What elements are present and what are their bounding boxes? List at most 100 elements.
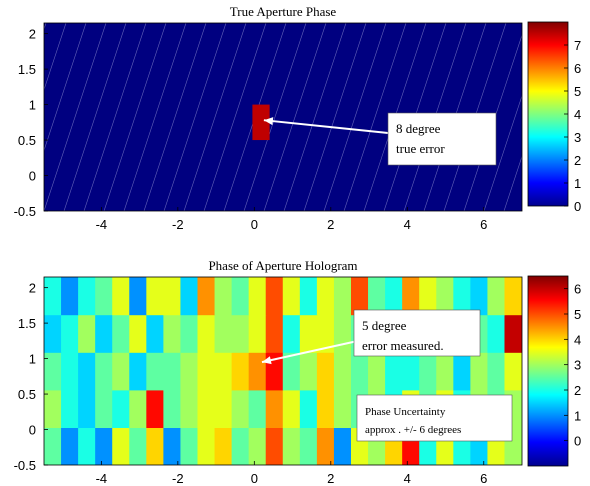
heatmap-cell [146,277,164,316]
y-tick-label: -0.5 [14,458,36,473]
x-tick-label: -2 [172,217,184,232]
heatmap-cell [265,427,284,465]
heatmap-cell [61,314,79,353]
colorbar-tick-label: 2 [574,383,581,398]
heatmap-cell [44,352,62,391]
colorbar-tick-label: 3 [574,130,581,145]
heatmap-cell [163,352,182,391]
hatch-line [163,23,227,211]
heatmap-cell [214,352,233,391]
colorbar-tick-label: 1 [574,408,581,423]
y-tick-label: 0 [29,169,36,184]
heatmap-cell [453,277,471,316]
heatmap-cell [78,352,96,391]
hatch-line [303,23,367,211]
heatmap-cell [61,352,79,391]
heatmap-cell [504,352,522,391]
x-tick-label: 6 [480,471,487,486]
hatch-line [0,23,26,211]
y-tick-label: 1.5 [18,316,36,331]
heatmap-cell [146,389,164,428]
heatmap-cell [112,277,130,316]
y-tick-label: -0.5 [14,204,36,219]
heatmap-cell [316,277,335,316]
heatmap-cell [197,427,216,465]
heatmap-cell [163,389,182,428]
hatch-line [263,23,327,211]
heatmap-cell [129,352,147,391]
heatmap-cell [487,314,506,353]
chart2-colorbar: 0 1 2 3 4 5 6 [527,275,581,467]
note1-text: true error [396,141,445,156]
heatmap-cell [163,314,182,353]
heatmap-cell [248,427,267,465]
heatmap-cell [316,427,335,465]
y-tick-label: 1.5 [18,62,36,77]
heatmap-cell [61,389,79,428]
colorbar-tick-label: 0 [574,199,581,214]
heatmap-cell [265,314,284,353]
heatmap-cell [44,277,62,316]
heatmap-cell [112,427,130,465]
colorbar-tick-label: 4 [574,107,581,122]
chart1-colorbar: 0 1 2 3 4 5 6 7 [527,21,581,214]
heatmap-cell [470,352,489,391]
heatmap-cell [504,277,522,316]
heatmap-cell [333,389,352,428]
chart2-frame [43,276,523,466]
hatch-line [44,23,107,211]
heatmap-cell [282,427,301,465]
heatmap-cell [180,389,199,428]
x-tick-label: -4 [96,217,108,232]
heatmap-cell [95,389,113,428]
hatch-line [83,23,147,211]
heatmap-cell [350,277,369,316]
heatmap-cell [248,314,267,353]
x-tick-label: 2 [327,217,334,232]
heatmap-cell [146,314,164,353]
heatmap-cell [214,389,233,428]
heatmap-cell [299,389,318,428]
hatch-line [183,23,247,211]
colorbar-tick-label: 2 [574,153,581,168]
heatmap-cell [231,389,250,428]
x-tick-label: -2 [172,471,184,486]
chart1-title: True Aperture Phase [230,4,337,19]
x-tick-label: 6 [480,217,487,232]
heatmap-cell [402,277,420,316]
heatmap-cell [231,277,250,316]
x-tick-label: 0 [251,217,258,232]
heatmap-cell [316,389,335,428]
heatmap-cell [112,314,130,353]
heatmap-cell [44,427,62,465]
heatmap-cell [95,427,113,465]
error-patch [252,104,270,141]
heatmap-cell [282,352,301,391]
hatch-line [0,23,6,211]
colorbar-tick-label: 4 [574,332,581,347]
heatmap-cell [333,277,352,316]
heatmap-cell [129,277,147,316]
hatch-line [143,23,207,211]
heatmap-cell [385,277,403,316]
heatmap-cell [197,277,216,316]
note3-box [356,394,513,442]
hatch-line [63,23,127,211]
heatmap-cell [180,277,199,316]
colorbar-tick-label: 3 [574,358,581,373]
hatch-line [123,23,187,211]
heatmap-cell [265,277,284,316]
chart2-plot-area: -4 -2 0 2 4 6 -0.5 0 0.5 1 1.5 2 [14,276,523,486]
heatmap-cell [299,352,318,391]
heatmap-cell [316,352,335,391]
y-tick-label: 2 [29,27,36,42]
note3-text: Phase Uncertainty [365,406,446,418]
hatch-line [283,23,347,211]
y-tick-label: 0.5 [18,133,36,148]
heatmap-cell [299,427,318,465]
note2-text: 5 degree [362,318,407,333]
heatmap-cell [231,352,250,391]
heatmap-cell [385,352,403,391]
heatmap-cell [299,277,318,316]
